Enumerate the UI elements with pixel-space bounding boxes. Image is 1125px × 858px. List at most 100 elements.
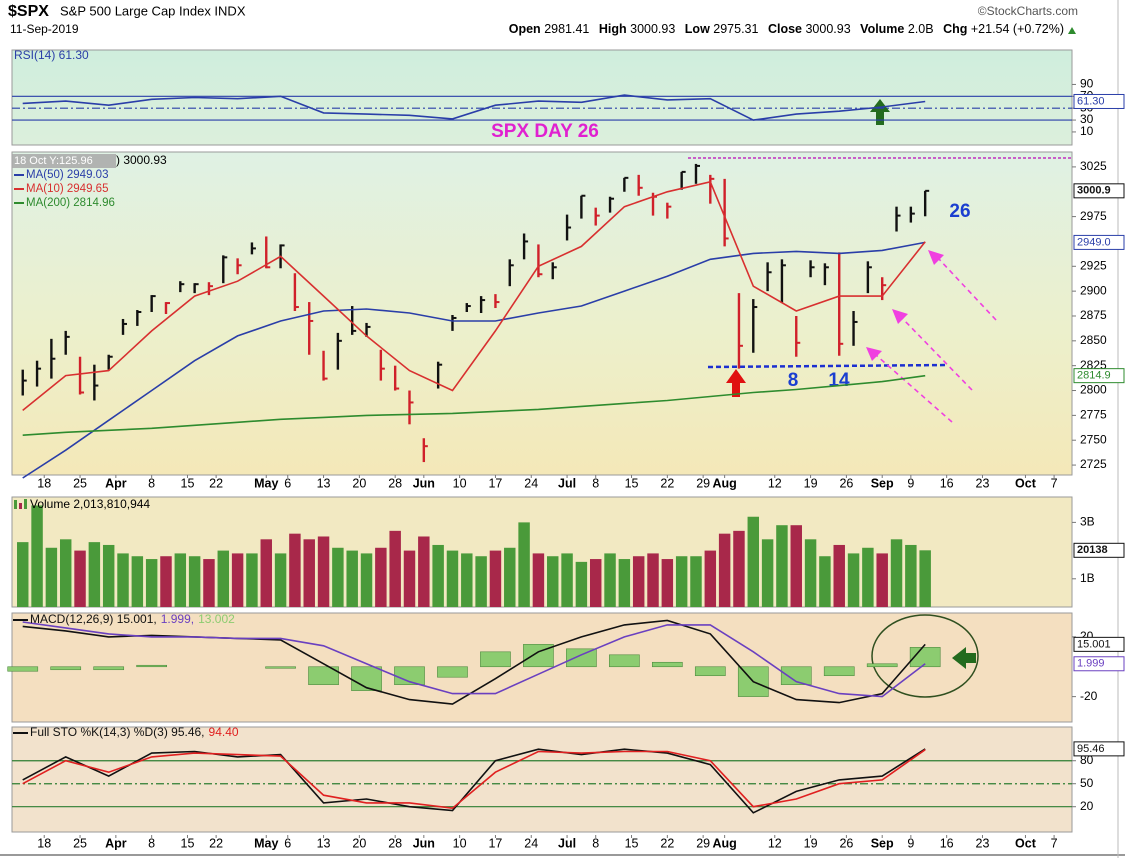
histogram-bar [50,666,82,671]
quote-value: +21.54 (+0.72%) [971,22,1064,36]
x-tick-label: 15 [181,476,195,490]
y-tick-label: 3025 [1080,159,1107,173]
y-tick-label: 80 [1080,753,1094,767]
x-tick-label: Sep [871,836,894,850]
last-value-box [1073,542,1125,558]
y-tick-label: 1B [1080,571,1095,585]
x-tick-label: 7 [1051,836,1058,850]
histogram-bar [823,666,855,677]
x-tick-label: Oct [1015,476,1037,490]
x-tick-label: Jul [558,836,576,850]
x-tick-label: 8 [148,836,155,850]
x-tick-label: 19 [804,836,818,850]
legend-entry: Full STO %K(14,3) %D(3) 95.46, [30,725,205,739]
histogram-bar [480,651,511,668]
volume-bar [160,556,172,607]
price-legend: ) 3000.93 [116,153,167,167]
source: ©StockCharts.com [978,4,1078,18]
macd-arrow [952,647,976,669]
series-line [22,241,926,479]
x-tick-label: 24 [524,836,538,850]
x-tick-label: 8 [592,836,599,850]
volume-bar [819,556,831,607]
x-tick-label: 15 [625,476,639,490]
y-tick-label: 30 [1080,112,1094,126]
volume-bar [804,539,817,607]
x-tick-label: Aug [712,836,736,850]
volume-bar [718,533,731,607]
series-line [22,374,926,436]
x-tick-label: 22 [209,836,223,850]
x-tick-label: 7 [1051,476,1058,490]
volume-bar [618,559,631,607]
x-tick-label: 13 [317,476,331,490]
x-tick-label: 25 [73,476,87,490]
quote-label: Open [509,22,541,36]
legend: Full STO %K(14,3) %D(3) 95.46, 94.40 [30,725,239,739]
y-tick-label: 2775 [1080,408,1107,422]
y-tick-label: 2850 [1080,333,1107,347]
volume-bar [446,550,459,607]
last-value-box [1073,234,1125,250]
legend: Volume 2,013,810,944 [30,497,150,511]
volume-bar [690,556,702,607]
last-value-label: 61.30 [1077,95,1105,107]
annotation: 8 [788,370,799,391]
volume-bar [260,539,272,607]
x-tick-label: 28 [388,836,402,850]
y-tick-label: 2875 [1080,308,1107,322]
histogram-bar [265,666,296,669]
pointer-head [928,250,944,265]
volume-bar [647,553,659,607]
legend-entry: MA(10) 2949.65 [26,183,108,195]
last-value-label: 2814.9 [1077,370,1111,382]
x-tick-label: May [254,476,278,490]
volume-bar [432,544,444,607]
volume-bar [88,542,101,607]
x-tick-label: 22 [660,476,674,490]
annotation: SPX DAY 26 [491,121,599,142]
volume-bar [604,553,616,607]
y-tick-label: 2900 [1080,283,1107,297]
x-tick-label: 6 [284,836,291,850]
quote-label: Low [685,22,710,36]
volume-bar [547,556,559,607]
volume-bar [661,559,674,607]
y-tick-label: 90 [1080,77,1094,91]
volume-bar [790,525,802,607]
volume-bar [561,553,573,607]
symbol: $SPX [8,3,49,20]
volume-bar [475,556,487,607]
series-line [22,180,926,412]
x-tick-label: 10 [453,476,467,490]
volume-bar [145,559,158,607]
x-tick-label: 10 [453,836,467,850]
x-tick-label: 20 [352,836,366,850]
x-tick-label: Oct [1015,836,1037,850]
legend-icons [13,499,28,734]
index-name: S&P 500 Large Cap Index INDX [60,3,246,18]
x-tick-label: Jun [413,836,435,850]
last-value-box [1073,656,1125,672]
histogram-bar [651,661,683,668]
volume-bar [174,553,187,607]
quote: Open 2981.41 High 3000.93 Low 2975.31 Cl… [509,22,1064,36]
x-tick-label: 29 [696,476,710,490]
last-value-label: 95.46 [1077,743,1105,755]
volume-bar [761,539,774,607]
x-tick-label: 28 [388,476,402,490]
volume-bar [74,550,86,607]
volume-bar [704,550,717,607]
quote-label: Close [768,22,802,36]
histogram-bar [437,666,468,678]
y-tick-label: 2750 [1080,432,1107,446]
histogram-bar [308,666,339,685]
volume-bar [188,556,201,607]
volume-bar [375,547,387,607]
y-tick-label: 2975 [1080,209,1107,223]
sto-pane [11,726,1073,833]
volume-bar [489,550,502,607]
volume-bar [289,533,301,607]
x-tick-label: 12 [768,476,782,490]
